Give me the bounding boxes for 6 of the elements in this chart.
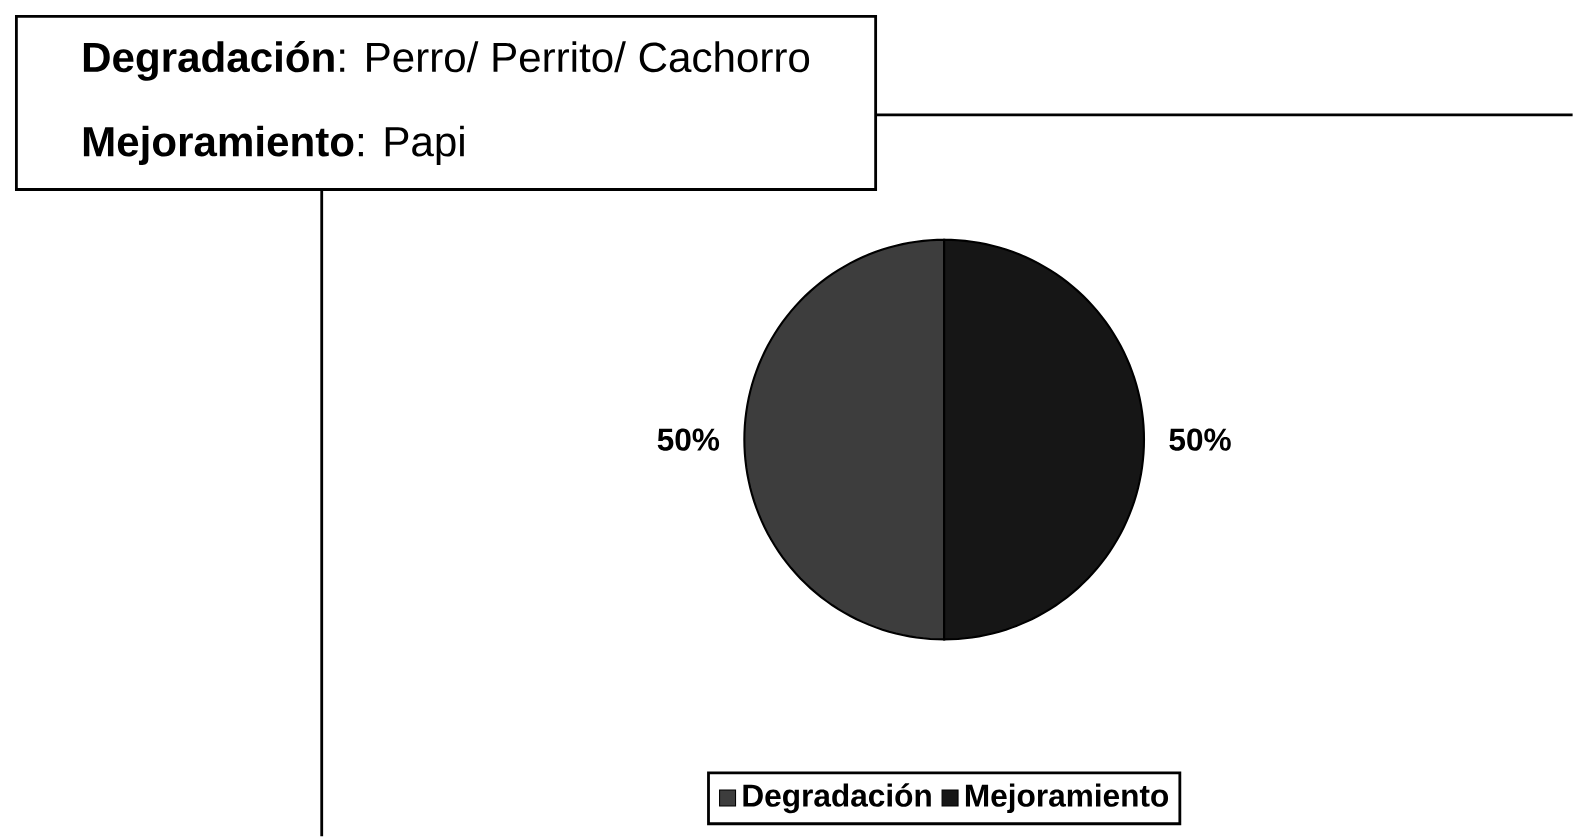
legend-label: Mejoramiento — [965, 783, 1169, 814]
legend-label: Degradación — [743, 783, 931, 814]
text: Mejoramiento: Papi — [83, 125, 464, 166]
data-label: 50% — [1169, 428, 1231, 451]
data-label: 50% — [657, 428, 720, 451]
text: Degradación: Perro/ Perrito/ Cachorro — [83, 41, 810, 81]
